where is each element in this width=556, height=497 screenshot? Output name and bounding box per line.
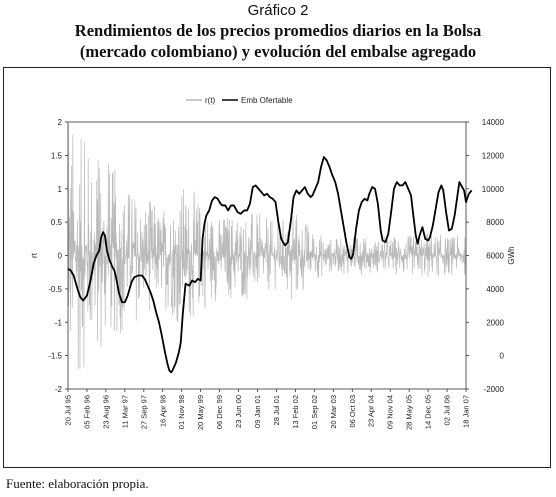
x-axis-tick-label: 01 Nov 98	[177, 395, 186, 429]
x-axis-tick-label: 05 Feb 96	[82, 395, 91, 429]
axes: 2 1.5 1 0.5 0 -0.5 -1 -1.5 -2 14000 12000 10000 8000…	[30, 118, 516, 430]
x-axis-tick-label: 20 May 99	[196, 395, 205, 430]
x-axis-tick-label: 09 Jan 01	[253, 395, 262, 428]
x-axis-tick-label: 11 Mar 97	[120, 395, 129, 428]
chart-title: Rendimientos de los precios promedios di…	[0, 20, 556, 62]
left-axis-tick-label: 0	[58, 252, 63, 261]
x-axis-tick-label: 06 Dec 99	[215, 395, 224, 429]
legend-label-emb: Emb Ofertable	[241, 96, 293, 105]
x-axis-tick-label: 23 Apr 04	[367, 395, 376, 427]
left-axis-tick-label: 0.5	[51, 218, 63, 227]
x-axis-tick-label: 02 Jul 06	[443, 395, 452, 425]
left-axis-tick-label: -2	[55, 385, 63, 394]
right-axis-tick-label: 4000	[486, 285, 504, 294]
chart-title-line-2: (mercado colombiano) y evolución del emb…	[79, 42, 477, 61]
right-axis-tick-label: 10000	[482, 185, 505, 194]
rt-series-line	[67, 125, 467, 369]
left-axis-tick-label: 2	[58, 118, 63, 127]
rt-series	[67, 125, 467, 369]
right-axis-tick-label: 6000	[486, 252, 504, 261]
left-axis-tick-label: 1	[58, 185, 63, 194]
x-axis-tick-label: 13 Feb 02	[291, 395, 300, 429]
left-axis-tick-label: 1.5	[51, 151, 63, 160]
right-axis-tick-label: 8000	[486, 218, 504, 227]
source-note: Fuente: elaboración propia.	[6, 476, 149, 491]
x-axis-tick-label: 20 Mar 03	[329, 395, 338, 429]
x-axis-tick-label: 23 Jun 00	[234, 395, 243, 428]
x-axis-tick-label: 09 Nov 04	[386, 395, 395, 429]
left-axis-tick-label: -0.5	[48, 285, 62, 294]
x-axis-tick-label: 20 Jul 95	[64, 395, 73, 425]
chart-title-line-1: Rendimientos de los precios promedios di…	[74, 21, 482, 40]
left-axis-tick-label: -1.5	[48, 352, 62, 361]
x-axis-tick-label: 28 Jul 01	[272, 395, 281, 425]
legend-label-rt: r(t)	[205, 96, 216, 105]
x-axis-tick-label: 06 Oct 03	[348, 395, 357, 428]
x-axis-tick-label: 01 Sep 02	[310, 395, 319, 429]
x-axis-tick-label: 27 Sep 97	[139, 395, 148, 429]
x-axis-tick-label: 14 Dec 05	[424, 395, 433, 429]
left-axis-title: rt	[30, 252, 39, 258]
x-axis-tick-label: 28 May 05	[405, 395, 414, 430]
x-axis-tick-label: 16 Apr 98	[158, 395, 167, 427]
right-axis-title: GWh	[507, 246, 516, 264]
x-axis-tick-label: 23 Aug 96	[101, 395, 110, 429]
right-axis-tick-label: 12000	[482, 151, 505, 160]
right-axis-tick-label: 0	[500, 352, 505, 361]
right-axis-tick-label: -2000	[484, 385, 505, 394]
left-axis-tick-label: -1	[55, 318, 63, 327]
chart-frame	[3, 67, 551, 468]
right-axis-tick-label: 14000	[482, 118, 505, 127]
figure-label: Gráfico 2	[247, 2, 309, 19]
right-axis-tick-label: 2000	[486, 318, 504, 327]
emb-series	[67, 156, 473, 374]
emb-series-line	[67, 156, 473, 374]
x-axis-tick-label: 18 Jan 07	[462, 395, 471, 428]
legend: r(t) Emb Ofertable	[186, 96, 293, 105]
